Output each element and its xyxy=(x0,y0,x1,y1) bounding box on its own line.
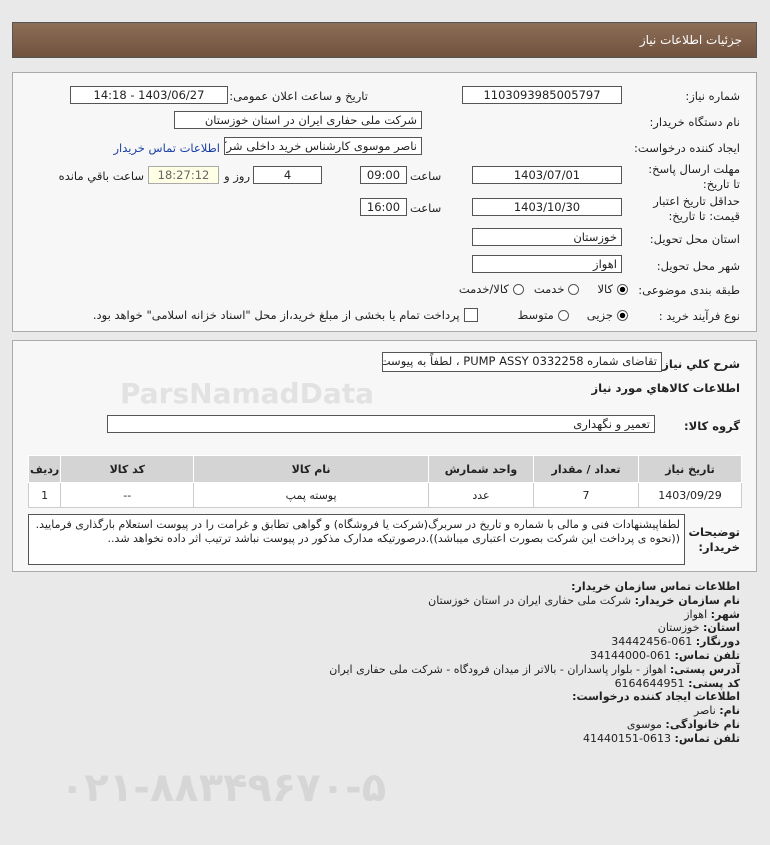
name-value: ناصر xyxy=(693,704,716,718)
goods-table: تاریخ نیاز تعداد / مقدار واحد شمارش نام … xyxy=(27,455,742,508)
cell-quantity: 7 xyxy=(533,482,639,508)
goods-title: اطلاعات کالاهاي مورد نياز xyxy=(591,381,740,395)
page-header: جزئیات اطلاعات نیاز xyxy=(12,22,757,58)
province-field: خوزستان xyxy=(472,228,622,246)
creator-title: اطلاعات ایجاد کننده درخواست: xyxy=(572,690,740,704)
notes-label: توضیحات خریدار: xyxy=(688,525,741,554)
option-label: خدمت xyxy=(533,282,565,296)
address-label: آدرس پستی: xyxy=(669,662,740,676)
org-label: نام سازمان خریدار: xyxy=(634,593,740,607)
col-unit: واحد شمارش xyxy=(428,455,534,483)
validity-time-label: ساعت xyxy=(410,201,442,215)
group-label: گروه کالا: xyxy=(684,419,740,433)
treasury-checkbox[interactable] xyxy=(463,308,478,322)
announce-label: تاریخ و ساعت اعلان عمومی: xyxy=(229,89,368,103)
category-radio-both[interactable] xyxy=(512,283,524,295)
fax-value: 061-34442456 xyxy=(611,635,693,649)
creator-phone-label: تلفن تماس: xyxy=(674,731,740,745)
creator-field: ناصر موسوی کارشناس خرید داخلی شرکت ملی ح… xyxy=(224,137,422,155)
days-field: 4 xyxy=(253,166,322,184)
category-options: کالا خدمت کالا/خدمت xyxy=(459,282,628,296)
city-label: شهر محل تحویل: xyxy=(656,259,740,273)
city-field: اهواز xyxy=(472,255,622,273)
option-label: متوسط xyxy=(517,308,554,322)
process-options: جزیی متوسط پرداخت تمام یا بخشی از مبلغ خ… xyxy=(93,308,628,322)
postal-label: کد پستی: xyxy=(688,676,740,690)
province-value: خوزستان xyxy=(657,621,700,635)
buyer-label: نام دستگاه خریدار: xyxy=(649,115,740,129)
announce-field: 1403/06/27 - 14:18 xyxy=(70,86,228,104)
validity-time-field: 16:00 xyxy=(360,198,407,216)
family-label: نام خانوادگی: xyxy=(665,717,740,731)
page-title: جزئیات اطلاعات نیاز xyxy=(639,33,742,47)
validity-label: حداقل تاریخ اعتبار قیمت: تا تاریخ: xyxy=(653,194,740,223)
deadline-date-field: 1403/07/01 xyxy=(472,166,622,184)
option-label: کالا xyxy=(597,282,613,296)
contact-section: اطلاعات تماس سازمان خریدار: نام سازمان خ… xyxy=(329,580,740,746)
table-header: تاریخ نیاز تعداد / مقدار واحد شمارش نام … xyxy=(27,455,742,483)
payment-note: پرداخت تمام یا بخشی از مبلغ خرید،از محل … xyxy=(92,308,460,322)
creator-phone-value: 0613-41440151 xyxy=(583,731,672,745)
address-value: اهواز - بلوار پاسداران - بالاتر از میدان… xyxy=(329,662,667,676)
process-label: نوع فرآیند خرید : xyxy=(658,309,740,323)
process-radio-minor[interactable] xyxy=(617,309,628,321)
validity-date-field: 1403/10/30 xyxy=(472,198,622,216)
city-value: اهواز xyxy=(684,607,708,621)
col-quantity: تعداد / مقدار xyxy=(533,455,639,483)
postal-value: 6164644951 xyxy=(614,676,685,690)
desc-field: تقاضای شماره PUMP ASSY 0332258 ، لطفاً ب… xyxy=(382,352,662,372)
province-label: استان محل تحویل: xyxy=(649,232,740,246)
col-row: ردیف xyxy=(27,455,62,483)
option-label: کالا/خدمت xyxy=(458,282,509,296)
cell-row: 1 xyxy=(27,482,62,508)
need-no-field: 1103093985005797 xyxy=(462,86,622,104)
category-radio-goods[interactable] xyxy=(617,283,628,295)
deadline-time-field: 09:00 xyxy=(360,166,407,184)
cell-unit: عدد xyxy=(428,482,534,508)
city-label: شهر: xyxy=(710,607,740,621)
watermark-phone: ۰۲۱-۸۸۳۴۹۶۷۰-۵ xyxy=(60,765,387,811)
cell-need-date: 1403/09/29 xyxy=(638,482,742,508)
col-name: نام کالا xyxy=(193,455,429,483)
province-label: استان: xyxy=(703,621,740,635)
deadline-time-label: ساعت xyxy=(410,169,442,183)
cell-code: -- xyxy=(60,482,195,508)
col-need-date: تاریخ نیاز xyxy=(638,455,742,483)
contact-title: اطلاعات تماس سازمان خریدار: xyxy=(571,580,740,593)
phone-label: تلفن تماس: xyxy=(674,648,740,662)
family-value: موسوی xyxy=(626,717,662,731)
category-radio-service[interactable] xyxy=(568,283,580,295)
phone-value: 061-34144000 xyxy=(590,648,672,662)
remaining-label: ساعت باقي مانده xyxy=(58,169,144,183)
fax-label: دورنگار: xyxy=(695,635,740,649)
option-label: جزیی xyxy=(586,308,613,322)
deadline-label: مهلت ارسال پاسخ: تا تاریخ: xyxy=(648,162,740,191)
buyer-field: شرکت ملی حفاری ایران در استان خوزستان xyxy=(174,111,422,129)
need-no-label: شماره نیاز: xyxy=(685,89,740,103)
creator-label: ایجاد کننده درخواست: xyxy=(634,141,740,155)
buyer-contact-link[interactable]: اطلاعات تماس خریدار xyxy=(113,141,220,155)
days-label: روز و xyxy=(224,169,250,183)
col-code: کد کالا xyxy=(60,455,195,483)
process-radio-medium[interactable] xyxy=(557,309,569,321)
cell-name: پوسته پمپ xyxy=(193,482,429,508)
org-value: شرکت ملی حفاری ایران در استان خوزستان xyxy=(428,593,632,607)
notes-field: لطفاپیشنهادات فنی و مالی با شماره و تاری… xyxy=(28,514,685,565)
table-row: 1403/09/29 7 عدد پوسته پمپ -- 1 xyxy=(27,482,742,508)
remaining-time-field: 18:27:12 xyxy=(148,166,219,184)
category-label: طبقه بندی موضوعی: xyxy=(638,283,740,297)
group-field: تعمیر و نگهداری xyxy=(107,415,655,433)
name-label: نام: xyxy=(719,704,740,718)
desc-label: شرح کلي نياز: xyxy=(657,357,740,371)
